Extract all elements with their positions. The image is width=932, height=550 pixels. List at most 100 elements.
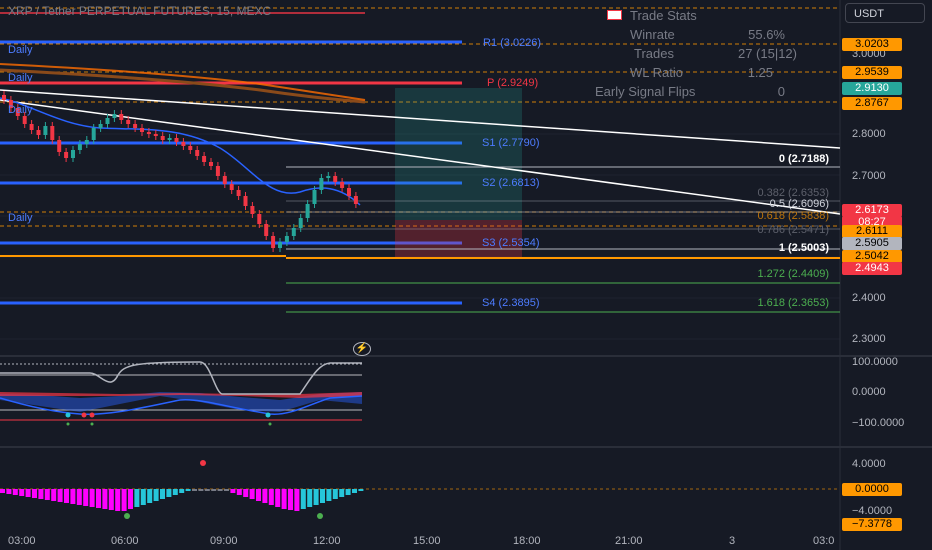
momentum-bar	[332, 489, 338, 499]
momentum-bar	[102, 489, 108, 509]
time-tick: 21:00	[615, 535, 643, 547]
oscillator-pane	[0, 361, 363, 426]
stat-row-wl-ratio: WL Ratio 1.25	[630, 65, 773, 80]
momentum-bar	[12, 489, 18, 495]
candle	[91, 128, 96, 140]
time-tick: 15:00	[413, 535, 441, 547]
candle	[271, 236, 276, 248]
momentum-bar	[179, 489, 185, 493]
flag-icon	[607, 10, 622, 20]
price-tag: 2.8767	[842, 97, 902, 110]
fib-05-label: 0.5 (2.6096)	[769, 198, 829, 210]
momentum-bar	[211, 489, 217, 491]
momentum-bar	[275, 489, 281, 507]
momentum-bar	[320, 489, 325, 503]
time-tick: 18:00	[513, 535, 541, 547]
price-tag: 2.5905	[842, 237, 902, 250]
daily-label: Daily	[8, 212, 33, 224]
candle	[15, 108, 20, 116]
candle	[181, 142, 186, 146]
candle	[98, 124, 103, 128]
fib-1618-label: 1.618 (2.3653)	[757, 297, 829, 309]
momentum-bar	[262, 489, 268, 503]
momentum-bar	[326, 489, 332, 501]
candle	[298, 218, 303, 228]
momentum-bar	[147, 489, 153, 503]
last-price-tag: 2.6173	[842, 204, 902, 217]
momentum-bar	[160, 489, 165, 499]
candle	[50, 126, 55, 140]
momentum-tag: 0.0000	[842, 483, 902, 496]
pivot-r1-label: R1 (3.0226)	[483, 37, 542, 49]
candle	[43, 126, 48, 135]
candle	[140, 128, 144, 132]
currency-button[interactable]: USDT	[845, 3, 925, 23]
candle	[284, 236, 289, 242]
momentum-bar	[172, 489, 178, 495]
candle	[229, 184, 234, 190]
oscillator-tick: −100.0000	[852, 417, 905, 429]
candle	[319, 178, 324, 190]
candle	[84, 140, 89, 144]
momentum-bar	[76, 489, 82, 505]
momentum-bar	[96, 489, 101, 508]
price-tag: 2.4943	[842, 262, 902, 275]
daily-label: Daily	[8, 44, 33, 56]
time-tick: 12:00	[313, 535, 341, 547]
momentum-bar	[70, 489, 76, 504]
momentum-bar	[166, 489, 172, 497]
candle	[291, 228, 296, 236]
candle	[146, 132, 151, 134]
momentum-bar	[204, 489, 210, 491]
stat-row-winrate: Winrate 55.6%	[630, 27, 785, 42]
oscillator-tick: 100.0000	[852, 356, 898, 368]
momentum-bar	[134, 489, 140, 507]
stat-row-early-signal-flips: Early Signal Flips 0	[595, 84, 785, 99]
momentum-bar	[288, 489, 293, 510]
oscillator-tick: 0.0000	[852, 386, 886, 398]
candle	[312, 190, 317, 204]
momentum-bar	[89, 489, 95, 507]
pivot-s4-label: S4 (2.3895)	[482, 297, 540, 309]
momentum-tick: 4.0000	[852, 458, 886, 470]
candle	[8, 100, 13, 108]
candle	[202, 156, 207, 162]
candle	[257, 214, 262, 224]
momentum-bar	[313, 489, 319, 505]
momentum-bar	[108, 489, 114, 510]
momentum-bar	[140, 489, 146, 505]
stat-row-trades: Trades 27 (15|12)	[634, 46, 797, 61]
momentum-bar	[236, 489, 242, 495]
momentum-tick: −4.0000	[852, 505, 893, 517]
symbol-title[interactable]: XRP / Tether PERPETUAL FUTURES, 15, MEXC	[8, 4, 272, 18]
price-tick: 2.8000	[852, 128, 886, 140]
momentum-bar	[307, 489, 313, 507]
lightning-icon[interactable]: ⚡	[353, 342, 371, 356]
momentum-bar	[192, 489, 197, 491]
candle	[2, 95, 6, 100]
pivot-s1-label: S1 (2.7790)	[482, 137, 540, 149]
candle	[347, 188, 351, 196]
price-tag: 2.6111	[842, 225, 902, 238]
candle	[57, 140, 62, 152]
candle	[353, 196, 358, 204]
candle	[278, 242, 282, 248]
candle	[119, 114, 124, 120]
candle	[174, 138, 179, 142]
candle	[215, 166, 220, 176]
momentum-bar	[268, 489, 274, 505]
time-tick: 06:00	[111, 535, 139, 547]
momentum-bar	[217, 489, 223, 491]
candle	[153, 134, 158, 136]
momentum-bar	[339, 489, 345, 497]
momentum-bar	[185, 489, 191, 491]
price-tick: 2.3000	[852, 333, 886, 345]
momentum-bar	[249, 489, 255, 499]
momentum-bar	[6, 489, 12, 494]
candle	[222, 176, 227, 184]
candle	[333, 176, 338, 182]
momentum-bar	[352, 489, 357, 493]
pivot-s2-label: S2 (2.6813)	[482, 177, 540, 189]
candle	[133, 124, 138, 128]
